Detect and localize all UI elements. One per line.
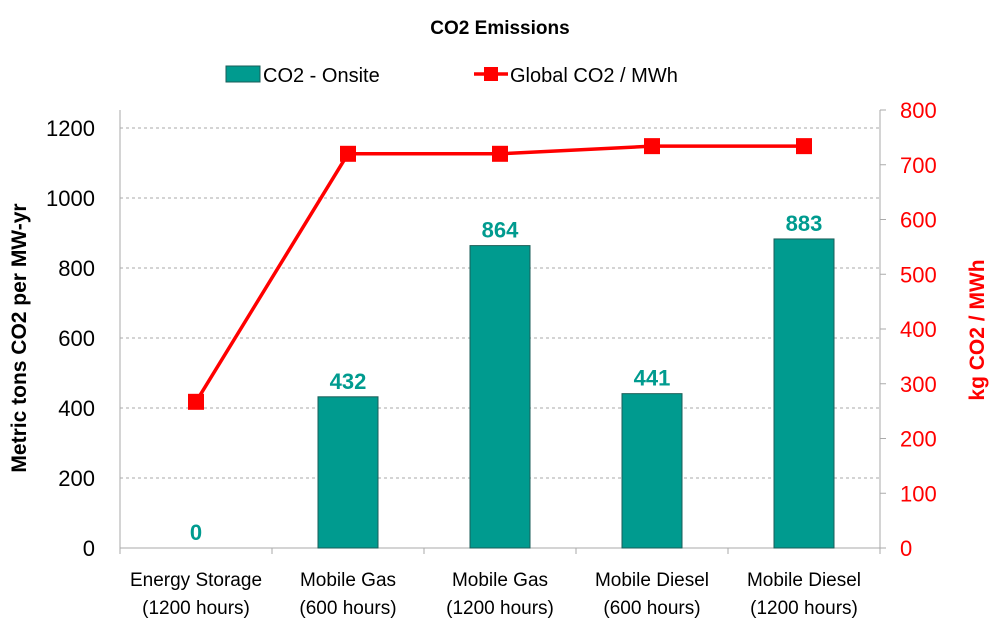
y-axis-label: Metric tons CO2 per MW-yr xyxy=(8,203,31,472)
legend-label-line: Global CO2 / MWh xyxy=(510,65,678,87)
y2-tick-label: 800 xyxy=(900,98,937,123)
y2-tick-label: 400 xyxy=(900,317,937,342)
legend-swatch-bar xyxy=(225,65,261,83)
line-marker xyxy=(188,393,204,410)
y2-tick-label: 100 xyxy=(900,481,937,506)
line-marker xyxy=(796,138,812,155)
y-tick-label: 800 xyxy=(58,256,95,281)
x-tick-label-sub: (600 hours) xyxy=(603,598,700,619)
x-tick-label: Mobile Diesel xyxy=(595,570,709,591)
bar-data-label: 864 xyxy=(482,218,519,243)
x-tick-label: Mobile Diesel xyxy=(747,570,861,591)
line-marker xyxy=(644,138,660,155)
x-tick-label: Mobile Gas xyxy=(452,570,548,591)
y2-axis-label: kg CO2 / MWh xyxy=(966,259,989,400)
y2-tick-label: 300 xyxy=(900,372,937,397)
x-tick-label-sub: (1200 hours) xyxy=(142,598,250,619)
y-tick-label: 1000 xyxy=(46,186,95,211)
y2-tick-label: 0 xyxy=(900,536,912,561)
y2-tick-label: 500 xyxy=(900,262,937,287)
bar-data-label: 441 xyxy=(634,366,671,391)
y-tick-label: 1200 xyxy=(46,116,95,141)
y-tick-label: 0 xyxy=(83,536,95,561)
line-marker xyxy=(492,145,508,162)
y-tick-label: 600 xyxy=(58,326,95,351)
y2-tick-label: 600 xyxy=(900,208,937,233)
x-tick-label: Mobile Gas xyxy=(300,570,396,591)
x-tick-label-sub: (600 hours) xyxy=(299,598,396,619)
line-marker xyxy=(340,145,356,162)
bar-data-label: 883 xyxy=(786,211,823,236)
bar xyxy=(621,393,683,549)
bar xyxy=(469,245,531,549)
bar xyxy=(773,238,835,549)
legend-swatch-marker xyxy=(484,67,498,81)
legend-label-bar: CO2 - Onsite xyxy=(263,65,380,87)
x-tick-label-sub: (1200 hours) xyxy=(750,598,858,619)
y-tick-label: 400 xyxy=(58,396,95,421)
x-tick-label: Energy Storage xyxy=(130,570,262,591)
y-tick-label: 200 xyxy=(58,466,95,491)
bar-data-label: 0 xyxy=(190,520,202,545)
bar xyxy=(317,396,379,549)
y2-tick-label: 200 xyxy=(900,427,937,452)
x-tick-label-sub: (1200 hours) xyxy=(446,598,554,619)
chart-title: CO2 Emissions xyxy=(430,18,569,39)
y2-tick-label: 700 xyxy=(900,153,937,178)
bar-data-label: 432 xyxy=(330,369,367,394)
